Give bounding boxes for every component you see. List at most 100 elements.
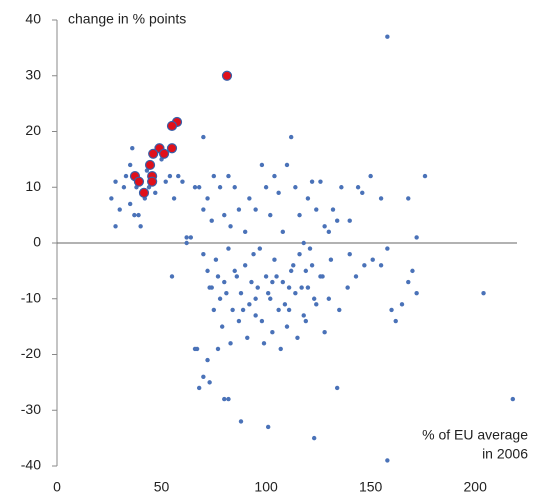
point (192, 185, 198, 190)
point (205, 357, 210, 363)
point (334, 218, 340, 223)
point (334, 385, 340, 391)
point (318, 179, 323, 184)
point (295, 335, 300, 340)
point (196, 385, 202, 391)
point (188, 235, 194, 240)
point (314, 302, 319, 307)
point (265, 424, 271, 430)
point (286, 307, 292, 313)
point (326, 229, 332, 235)
x-tick-label: 150 (359, 479, 383, 495)
point (311, 435, 317, 441)
point (263, 185, 269, 190)
point (226, 396, 231, 402)
point (293, 185, 298, 190)
point (270, 330, 275, 335)
point (242, 229, 248, 235)
point (399, 302, 405, 307)
point (201, 251, 206, 257)
point (238, 419, 244, 424)
point (337, 307, 342, 313)
point (222, 212, 227, 218)
point (171, 196, 177, 201)
point (217, 185, 223, 190)
point (166, 143, 178, 154)
point (201, 374, 206, 379)
point (368, 173, 373, 179)
point (280, 279, 286, 285)
point (370, 257, 375, 262)
point (309, 179, 315, 184)
point (299, 285, 304, 290)
point (213, 257, 219, 262)
point (288, 134, 294, 140)
point (121, 185, 127, 190)
point (284, 162, 290, 168)
point (228, 341, 233, 346)
y-tick-label: 0 (33, 234, 41, 250)
point (234, 274, 240, 279)
point (232, 268, 237, 274)
point (209, 218, 214, 223)
point (215, 346, 221, 352)
point (207, 285, 212, 290)
point (378, 263, 384, 268)
point (284, 324, 290, 329)
point (153, 190, 158, 196)
point (221, 70, 233, 81)
point (268, 212, 273, 218)
point (272, 257, 277, 262)
point (211, 307, 217, 313)
point (242, 263, 248, 268)
point (201, 207, 206, 212)
point (176, 173, 181, 179)
y-tick-label: 40 (25, 11, 41, 27)
point (205, 268, 210, 274)
x-tick-label: 50 (154, 479, 170, 495)
y-tick-label: 30 (25, 66, 41, 82)
point (481, 290, 486, 296)
point (207, 380, 212, 385)
point (322, 224, 327, 229)
point (257, 246, 263, 251)
point (245, 335, 250, 340)
point (169, 274, 175, 279)
point (414, 235, 419, 240)
point (282, 302, 288, 307)
point (288, 268, 294, 274)
point (232, 185, 237, 190)
point (362, 263, 367, 268)
point (226, 173, 231, 179)
point (301, 313, 306, 318)
y-tick-label: -20 (21, 345, 41, 361)
point (393, 318, 398, 324)
point (184, 235, 189, 240)
point (226, 246, 231, 251)
point (347, 251, 352, 257)
point (276, 307, 281, 313)
point (130, 146, 135, 151)
point (144, 159, 156, 171)
point (303, 268, 309, 274)
point (385, 246, 390, 251)
x-axis-note: in 2006 (482, 446, 528, 462)
point (265, 290, 271, 296)
point (274, 274, 279, 279)
point (414, 290, 419, 296)
point (270, 279, 275, 285)
point (314, 207, 319, 212)
point (247, 196, 252, 201)
point (219, 324, 225, 329)
point (247, 302, 252, 307)
point (385, 34, 390, 39)
point (328, 257, 334, 262)
point (360, 190, 365, 196)
point (228, 224, 233, 229)
point (253, 296, 258, 301)
point (109, 196, 114, 201)
point (278, 346, 283, 352)
point (389, 307, 394, 313)
point (301, 240, 306, 246)
